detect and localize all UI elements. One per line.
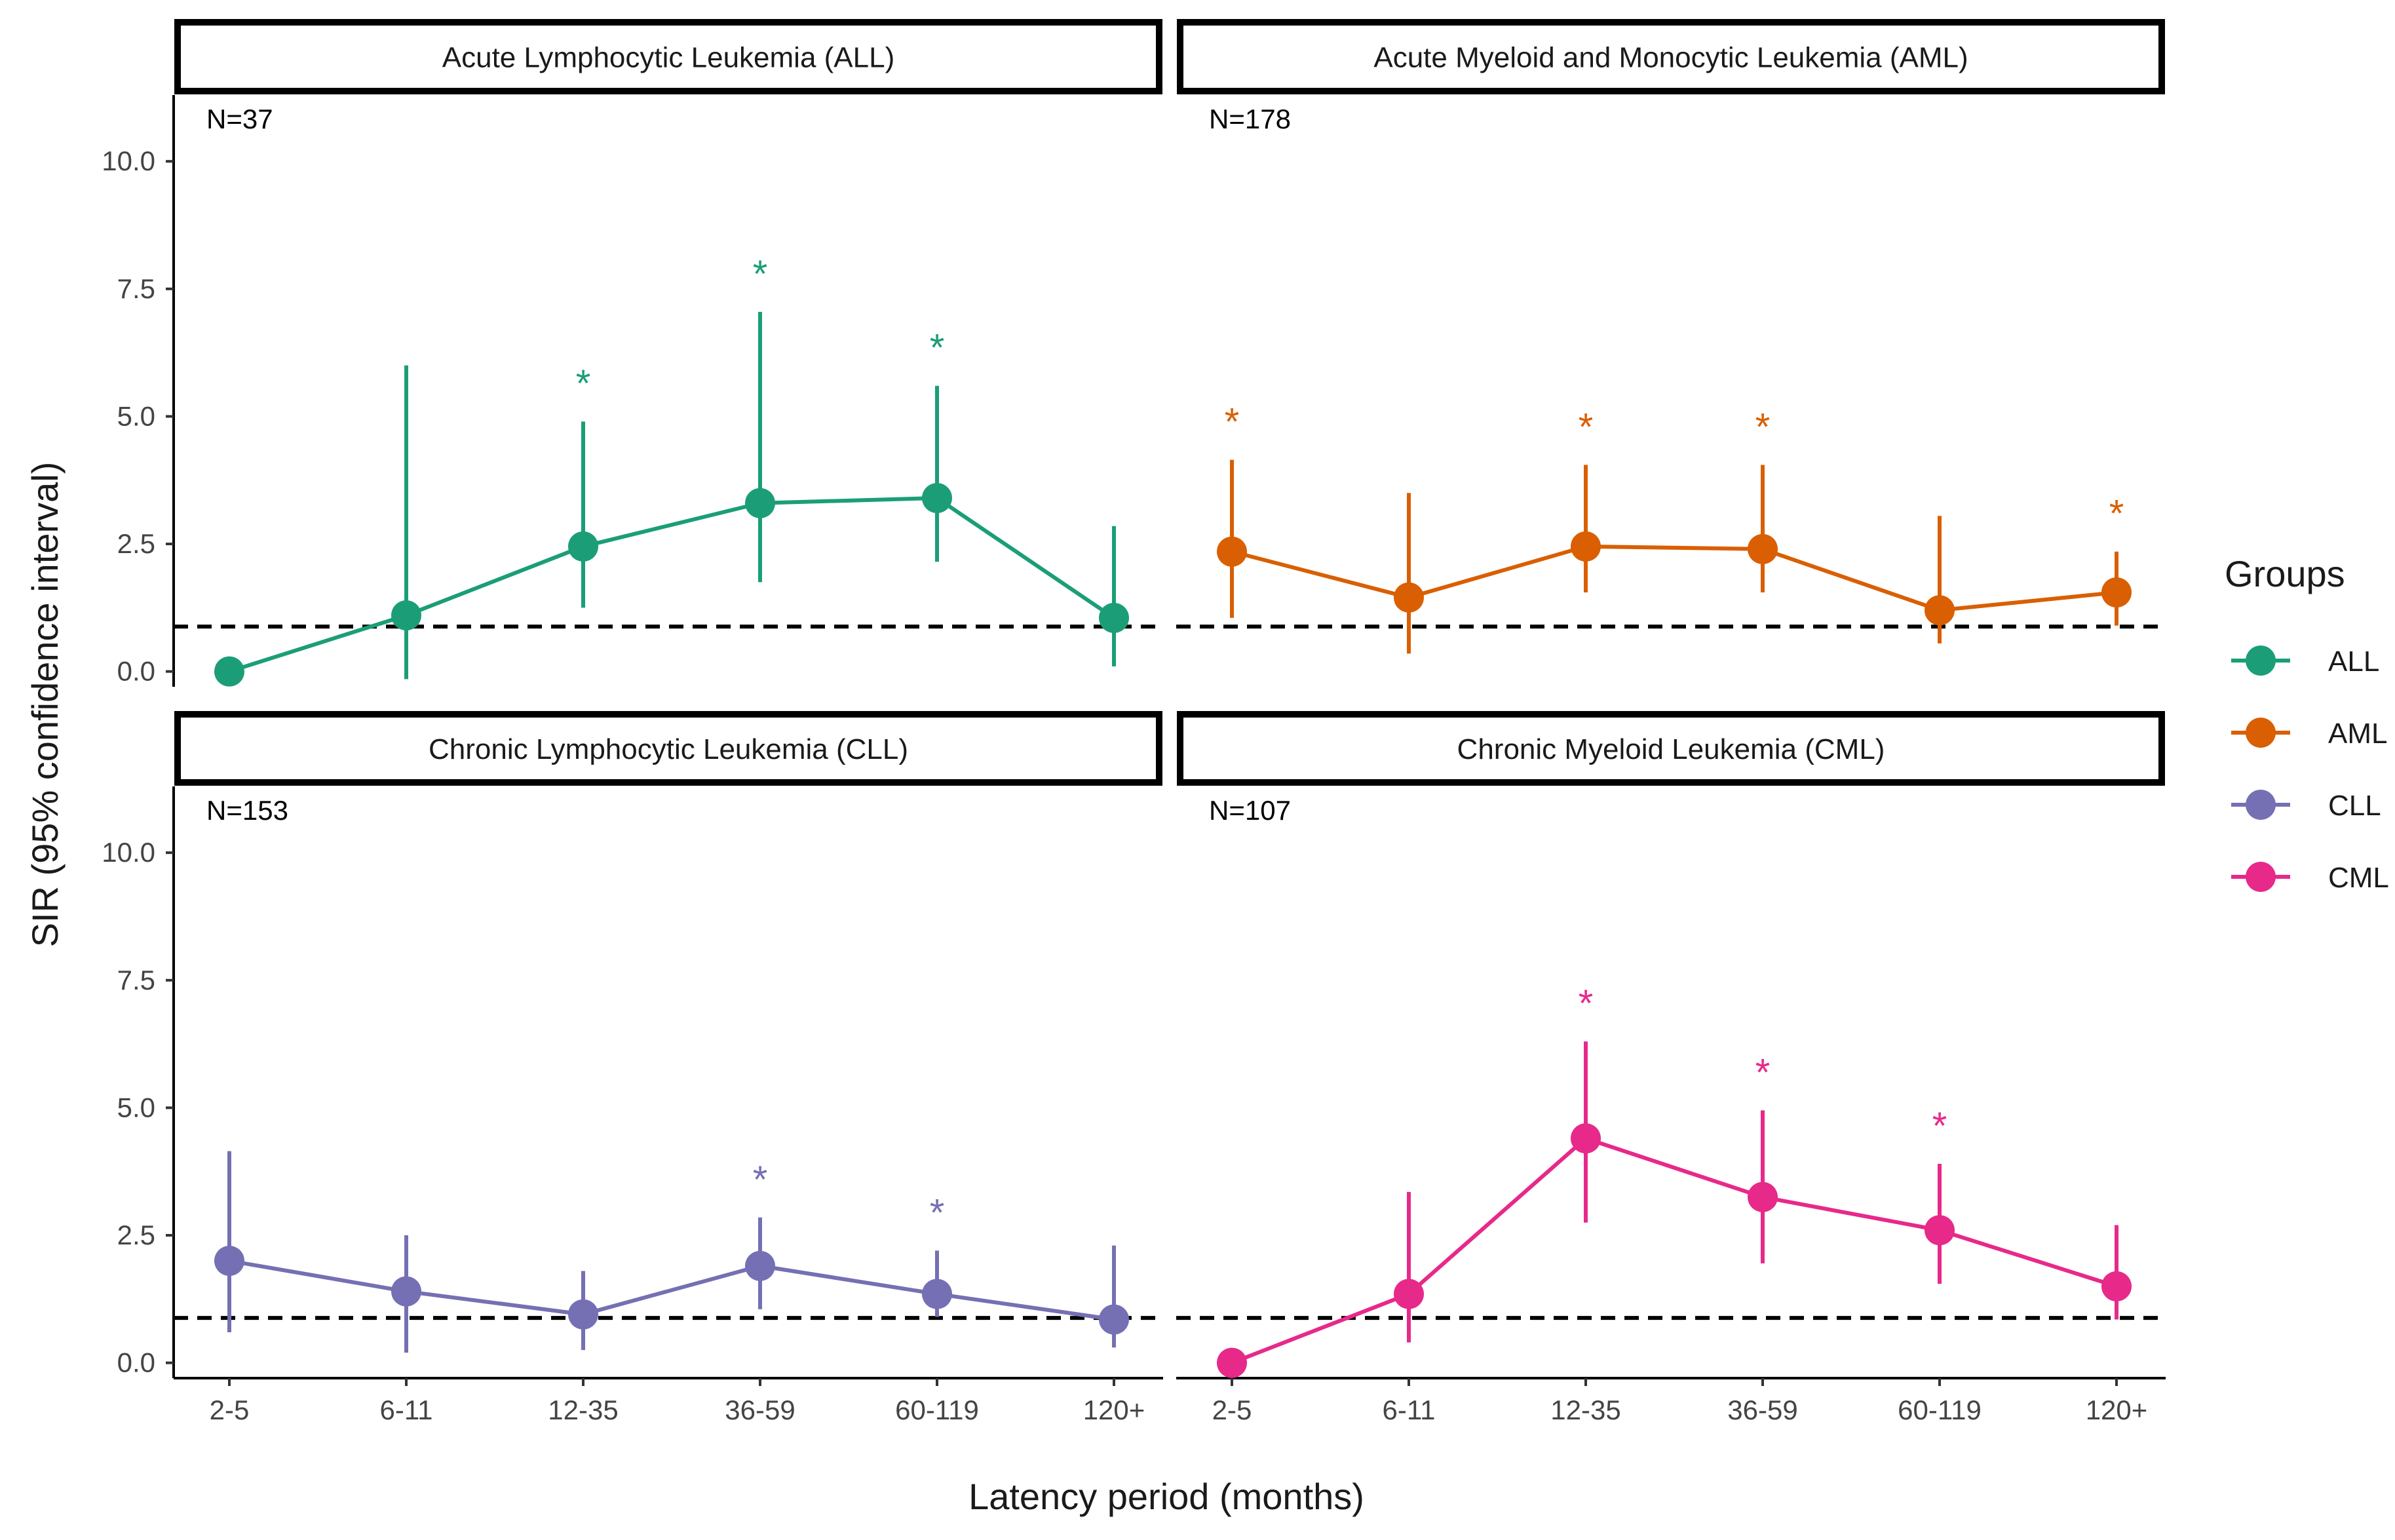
significance-marker: * <box>1932 1105 1947 1147</box>
x-tick-label: 12-35 <box>1550 1395 1620 1425</box>
significance-marker: * <box>1755 1051 1771 1094</box>
significance-marker: * <box>1579 982 1594 1025</box>
data-point <box>2101 577 2132 607</box>
y-tick-label: 7.5 <box>117 965 155 995</box>
x-tick-label: 60-119 <box>895 1395 979 1425</box>
significance-marker: * <box>930 1191 945 1234</box>
data-point <box>922 482 952 513</box>
data-point <box>1394 1279 1424 1309</box>
strip-title: Chronic Lymphocytic Leukemia (CLL) <box>429 733 908 765</box>
significance-marker: * <box>1755 406 1771 448</box>
legend-label: ALL <box>2328 645 2379 678</box>
legend: Groups ALL AML CLL CML <box>2225 553 2389 894</box>
panel-aml: Acute Myeloid and Monocytic Leukemia (AM… <box>1176 19 2166 654</box>
series-line <box>1231 544 2117 613</box>
y-tick-label: 7.5 <box>117 273 155 304</box>
strip-box <box>1177 711 2165 786</box>
legend-key-point <box>2246 790 2276 820</box>
x-tick-label: 2-5 <box>210 1395 250 1425</box>
n-label: N=178 <box>1209 104 1291 134</box>
y-tick-label: 2.5 <box>117 528 155 559</box>
panel-all: Acute Lymphocytic Leukemia (ALL) N=37 * * * 0… <box>102 19 1163 687</box>
significance-marker: * <box>753 253 768 296</box>
x-tick-label: 60-119 <box>1898 1395 1982 1425</box>
x-tick-label: 2-5 <box>1212 1395 1252 1425</box>
legend-key-point <box>2246 862 2276 892</box>
data-point <box>214 656 244 687</box>
significance-marker: * <box>753 1159 768 1201</box>
panel-cml: Chronic Myeloid Leukemia (CML) N=107 * * * 2-… <box>1176 711 2166 1425</box>
series-line <box>229 1259 1115 1322</box>
y-tick-label: 0.0 <box>117 656 155 687</box>
x-tick-label: 36-59 <box>1727 1395 1797 1425</box>
data-point <box>1394 582 1424 613</box>
legend-label: AML <box>2328 718 2387 750</box>
data-point <box>391 1276 421 1307</box>
x-tick-label: 120+ <box>2086 1395 2148 1425</box>
data-point <box>568 531 598 562</box>
strip-box <box>174 711 1162 786</box>
legend-label: CLL <box>2328 790 2381 822</box>
strip-title: Chronic Myeloid Leukemia (CML) <box>1457 733 1885 765</box>
x-axis-title: Latency period (months) <box>968 1476 1364 1517</box>
strip-box <box>174 19 1162 94</box>
strip-title: Acute Lymphocytic Leukemia (ALL) <box>442 42 894 74</box>
strip-box <box>1177 19 2165 94</box>
data-point <box>1217 1347 1247 1378</box>
n-label: N=37 <box>206 104 273 134</box>
panel-cll: Chronic Lymphocytic Leukemia (CLL) N=153 *… <box>102 711 1163 1425</box>
data-point <box>1217 536 1247 567</box>
x-tick-label: 120+ <box>1083 1395 1145 1425</box>
x-tick-label: 6-11 <box>380 1395 433 1425</box>
x-tick-label: 12-35 <box>548 1395 618 1425</box>
significance-marker: * <box>1225 401 1240 444</box>
significance-marker: * <box>576 362 591 405</box>
data-point <box>1925 595 1955 626</box>
legend-key-point <box>2246 718 2276 748</box>
data-point <box>1748 1182 1778 1212</box>
y-tick-label: 10.0 <box>102 145 155 176</box>
data-point <box>745 488 775 518</box>
series-line <box>1231 1136 2117 1365</box>
x-tick-label: 6-11 <box>1383 1395 1436 1425</box>
data-point <box>745 1250 775 1281</box>
y-tick-label: 0.0 <box>117 1347 155 1378</box>
y-tick-label: 5.0 <box>117 1092 155 1123</box>
legend-label: CML <box>2328 862 2389 894</box>
y-axis-title: SIR (95% confidence interval) <box>24 462 66 948</box>
data-point <box>568 1299 598 1330</box>
data-point <box>1571 531 1601 562</box>
significance-marker: * <box>2109 493 2124 535</box>
data-point <box>2101 1271 2132 1301</box>
significance-marker: * <box>930 327 945 370</box>
y-tick-label: 2.5 <box>117 1220 155 1250</box>
legend-key-point <box>2246 645 2276 676</box>
data-point <box>922 1279 952 1309</box>
data-point <box>1748 533 1778 564</box>
legend-title: Groups <box>2225 553 2345 594</box>
data-point <box>1099 602 1129 633</box>
y-tick-label: 10.0 <box>102 837 155 868</box>
data-point <box>1571 1123 1601 1154</box>
data-point <box>1099 1304 1129 1335</box>
series-line <box>229 495 1115 674</box>
n-label: N=107 <box>1209 795 1291 826</box>
n-label: N=153 <box>206 795 288 826</box>
data-point <box>1925 1215 1955 1246</box>
x-tick-label: 36-59 <box>725 1395 795 1425</box>
data-point <box>214 1245 244 1276</box>
data-point <box>391 600 421 631</box>
y-tick-label: 5.0 <box>117 400 155 431</box>
strip-title: Acute Myeloid and Monocytic Leukemia (AM… <box>1373 42 1968 74</box>
significance-marker: * <box>1579 406 1594 448</box>
